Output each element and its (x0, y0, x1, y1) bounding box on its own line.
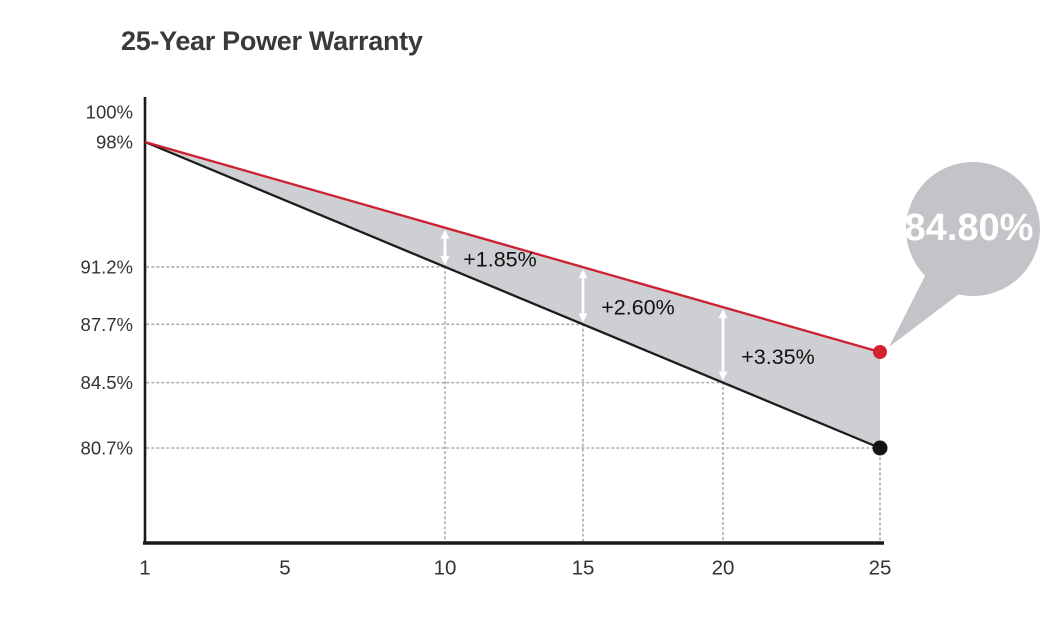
delta-annotation-year-15: +2.60% (578, 269, 675, 323)
chart-title: 25-Year Power Warranty (121, 26, 423, 56)
delta-arrow-head-down (440, 255, 450, 265)
delta-arrow-head-down (578, 313, 588, 323)
delta-annotation-year-20: +3.35% (718, 309, 815, 381)
delta-label-year-10: +1.85% (463, 247, 537, 271)
y-axis-label-91.2: 91.2% (81, 256, 133, 277)
delta-arrow-head-up (578, 269, 588, 279)
callout-tail (889, 272, 963, 347)
y-axis-label-80.7: 80.7% (81, 438, 133, 459)
x-tick-label-10: 10 (434, 557, 457, 580)
delta-annotation-year-10: +1.85% (440, 229, 537, 271)
delta-arrow-head-up (718, 309, 728, 319)
x-tick-label-15: 15 (572, 557, 595, 580)
y-axis-label-100: 100% (86, 102, 133, 123)
x-tick-label-1: 1 (139, 557, 150, 580)
lower-degradation-line (144, 140, 881, 450)
degradation-endpoint-dot (872, 440, 888, 456)
y-axis-label-98: 98% (96, 132, 133, 153)
warranty-endpoint-dot (873, 345, 887, 359)
callout-value: 84.80% (905, 207, 1034, 249)
x-tick-label-20: 20 (712, 557, 735, 580)
x-tick-label-25: 25 (869, 557, 892, 580)
callout-circle (906, 162, 1040, 296)
upper-warranty-line (144, 140, 881, 354)
y-axis-label-87.7: 87.7% (81, 314, 133, 335)
delta-arrow-head-down (718, 371, 728, 381)
delta-arrow-head-up (440, 229, 450, 239)
x-tick-label-5: 5 (279, 557, 290, 580)
callout-bubble: 84.80% (889, 162, 1040, 347)
y-axis-label-84.5: 84.5% (81, 372, 133, 393)
delta-label-year-20: +3.35% (741, 345, 815, 369)
delta-label-year-15: +2.60% (601, 296, 675, 320)
